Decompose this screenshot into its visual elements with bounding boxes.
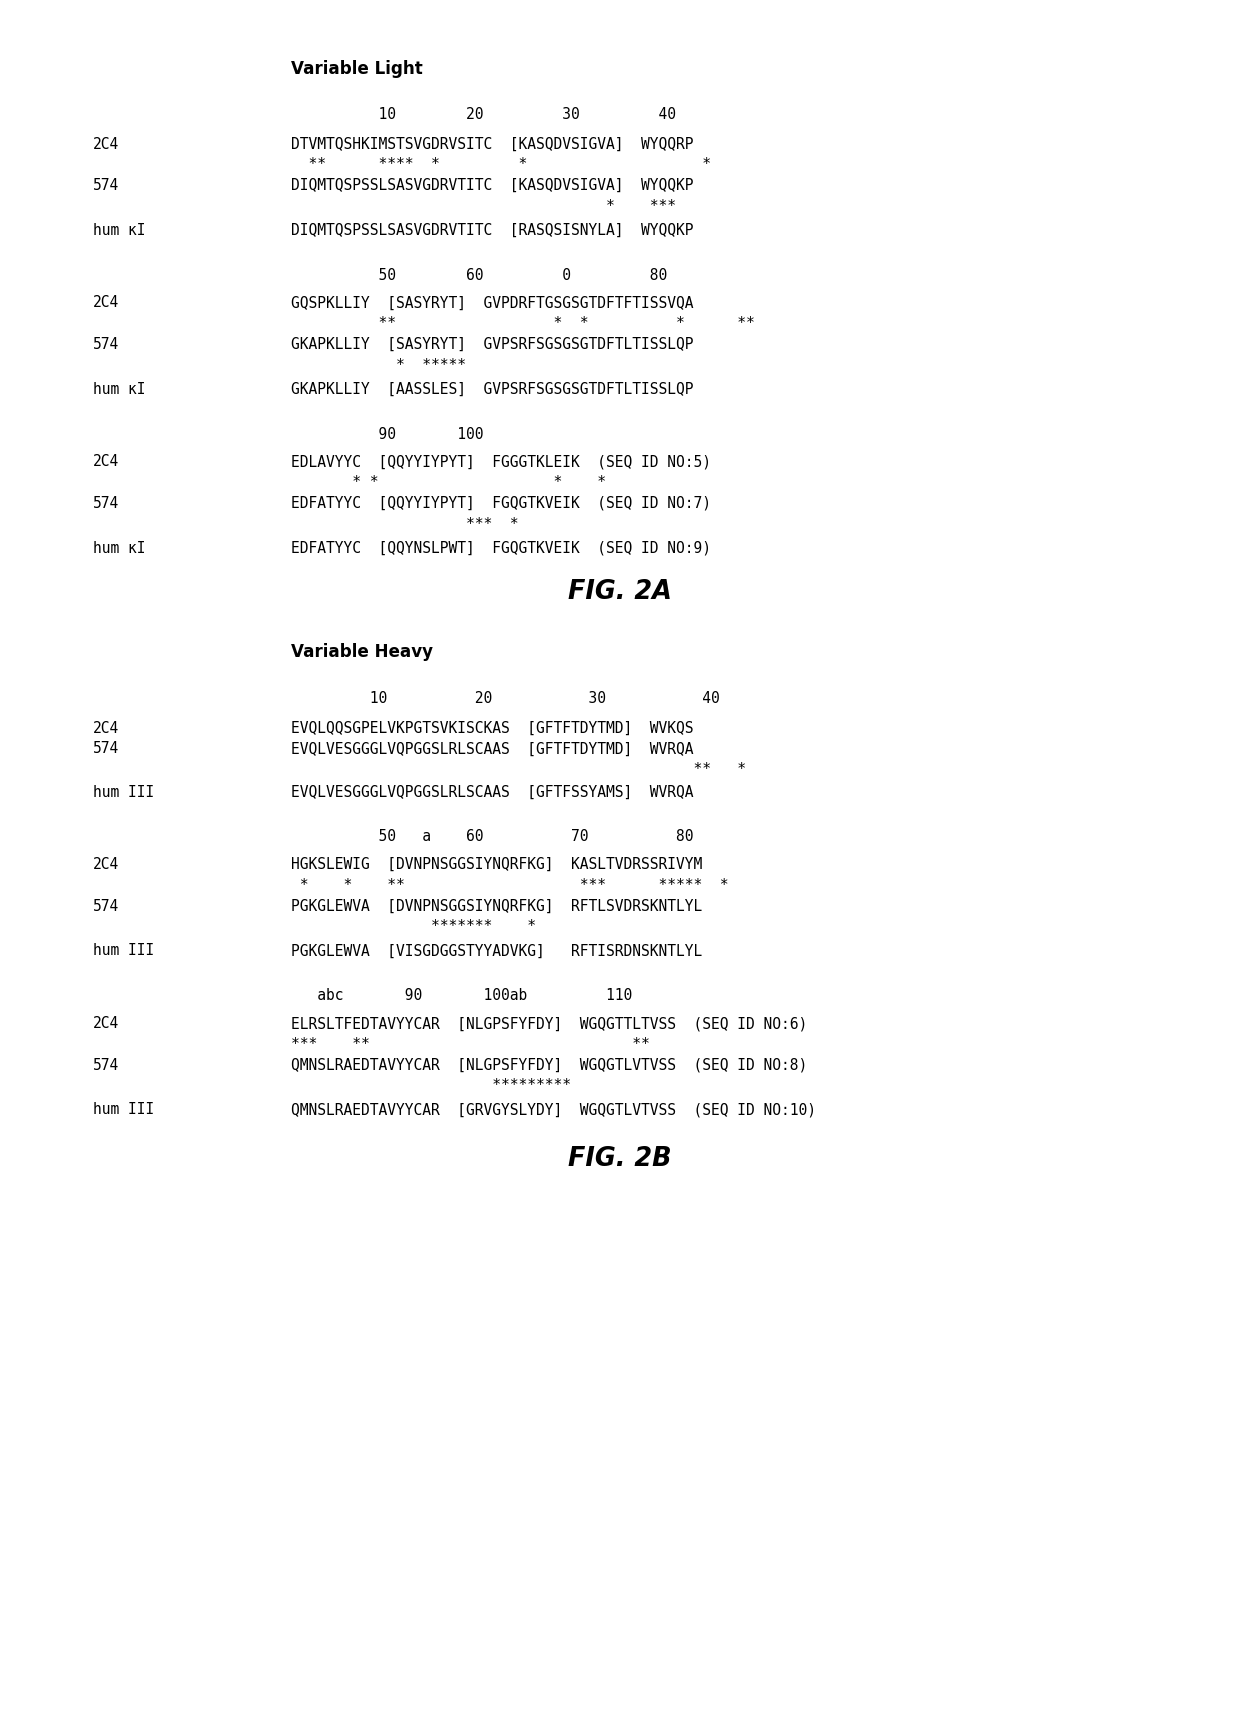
Text: 2C4: 2C4	[93, 1016, 119, 1032]
Text: abc       90       100ab         110: abc 90 100ab 110	[291, 988, 632, 1004]
Text: *    ***: * ***	[291, 199, 676, 214]
Text: *******    *: ******* *	[291, 919, 537, 935]
Text: *  *****: * *****	[291, 358, 466, 373]
Text: EVQLQQSGPELVKPGTSVKISCKAS  [GFTFTDYTMD]  WVKQS: EVQLQQSGPELVKPGTSVKISCKAS [GFTFTDYTMD] W…	[291, 721, 694, 736]
Text: 10        20         30         40: 10 20 30 40	[291, 107, 676, 123]
Text: 2C4: 2C4	[93, 857, 119, 873]
Text: 574: 574	[93, 178, 119, 194]
Text: QMNSLRAEDTAVYYCAR  [GRVGYSLYDY]  WGQGTLVTVSS  (SEQ ID NO:10): QMNSLRAEDTAVYYCAR [GRVGYSLYDY] WGQGTLVTV…	[291, 1102, 816, 1118]
Text: **   *: ** *	[291, 762, 746, 778]
Text: **      ****  *         *                    *: ** **** * * *	[291, 157, 712, 173]
Text: ***  *: *** *	[291, 517, 518, 532]
Text: DTVMTQSHKIMSTSVGDRVSITC  [KASQDVSIGVA]  WYQQRP: DTVMTQSHKIMSTSVGDRVSITC [KASQDVSIGVA] WY…	[291, 137, 694, 152]
Text: GKAPKLLIY  [SASYRYT]  GVPSRFSGSGSGTDFTLTISSLQP: GKAPKLLIY [SASYRYT] GVPSRFSGSGSGTDFTLTIS…	[291, 337, 694, 353]
Text: EVQLVESGGGLVQPGGSLRLSCAAS  [GFTFTDYTMD]  WVRQA: EVQLVESGGGLVQPGGSLRLSCAAS [GFTFTDYTMD] W…	[291, 741, 694, 757]
Text: 50   a    60          70          80: 50 a 60 70 80	[291, 829, 694, 845]
Text: 2C4: 2C4	[93, 137, 119, 152]
Text: QMNSLRAEDTAVYYCAR  [NLGPSFYFDY]  WGQGTLVTVSS  (SEQ ID NO:8): QMNSLRAEDTAVYYCAR [NLGPSFYFDY] WGQGTLVTV…	[291, 1058, 807, 1073]
Text: 2C4: 2C4	[93, 721, 119, 736]
Text: PGKGLEWVA  [DVNPNSGGSIYNQRFKG]  RFTLSVDRSKNTLYL: PGKGLEWVA [DVNPNSGGSIYNQRFKG] RFTLSVDRSK…	[291, 899, 703, 914]
Text: PGKGLEWVA  [VISGDGGSTYYADVKG]   RFTISRDNSKNTLYL: PGKGLEWVA [VISGDGGSTYYADVKG] RFTISRDNSKN…	[291, 943, 703, 959]
Text: FIG. 2A: FIG. 2A	[568, 579, 672, 605]
Text: EDFATYYC  [QQYYIYPYT]  FGQGTKVEIK  (SEQ ID NO:7): EDFATYYC [QQYYIYPYT] FGQGTKVEIK (SEQ ID …	[291, 496, 712, 511]
Text: EDFATYYC  [QQYNSLPWT]  FGQGTKVEIK  (SEQ ID NO:9): EDFATYYC [QQYNSLPWT] FGQGTKVEIK (SEQ ID …	[291, 541, 712, 556]
Text: ***    **                              **: *** ** **	[291, 1037, 650, 1052]
Text: 50        60         0         80: 50 60 0 80	[291, 268, 667, 283]
Text: 90       100: 90 100	[291, 427, 484, 442]
Text: * *                    *    *: * * * *	[291, 475, 606, 491]
Text: DIQMTQSPSSLSASVGDRVTITC  [KASQDVSIGVA]  WYQQKP: DIQMTQSPSSLSASVGDRVTITC [KASQDVSIGVA] WY…	[291, 178, 694, 194]
Text: DIQMTQSPSSLSASVGDRVTITC  [RASQSISNYLA]  WYQQKP: DIQMTQSPSSLSASVGDRVTITC [RASQSISNYLA] WY…	[291, 223, 694, 238]
Text: 2C4: 2C4	[93, 295, 119, 311]
Text: GKAPKLLIY  [AASSLES]  GVPSRFSGSGSGTDFTLTISSLQP: GKAPKLLIY [AASSLES] GVPSRFSGSGSGTDFTLTIS…	[291, 382, 694, 397]
Text: EVQLVESGGGLVQPGGSLRLSCAAS  [GFTFSSYAMS]  WVRQA: EVQLVESGGGLVQPGGSLRLSCAAS [GFTFSSYAMS] W…	[291, 785, 694, 800]
Text: *    *    **                    ***      *****  *: * * ** *** ***** *	[291, 878, 729, 893]
Text: 10          20           30           40: 10 20 30 40	[291, 691, 720, 707]
Text: hum III: hum III	[93, 1102, 154, 1118]
Text: 574: 574	[93, 899, 119, 914]
Text: *********: *********	[291, 1078, 572, 1094]
Text: GQSPKLLIY  [SASYRYT]  GVPDRFTGSGSGTDFTFTISSVQA: GQSPKLLIY [SASYRYT] GVPDRFTGSGSGTDFTFTIS…	[291, 295, 694, 311]
Text: Variable Heavy: Variable Heavy	[291, 643, 434, 660]
Text: hum κI: hum κI	[93, 382, 145, 397]
Text: Variable Light: Variable Light	[291, 60, 423, 78]
Text: 574: 574	[93, 496, 119, 511]
Text: EDLAVYYC  [QQYYIYPYT]  FGGGTKLEIK  (SEQ ID NO:5): EDLAVYYC [QQYYIYPYT] FGGGTKLEIK (SEQ ID …	[291, 454, 712, 470]
Text: 2C4: 2C4	[93, 454, 119, 470]
Text: 574: 574	[93, 741, 119, 757]
Text: hum κI: hum κI	[93, 223, 145, 238]
Text: hum III: hum III	[93, 785, 154, 800]
Text: HGKSLEWIG  [DVNPNSGGSIYNQRFKG]  KASLTVDRSSRIVYM: HGKSLEWIG [DVNPNSGGSIYNQRFKG] KASLTVDRSS…	[291, 857, 703, 873]
Text: FIG. 2B: FIG. 2B	[568, 1146, 672, 1172]
Text: hum III: hum III	[93, 943, 154, 959]
Text: hum κI: hum κI	[93, 541, 145, 556]
Text: ELRSLTFEDTAVYYCAR  [NLGPSFYFDY]  WGQGTTLTVSS  (SEQ ID NO:6): ELRSLTFEDTAVYYCAR [NLGPSFYFDY] WGQGTTLTV…	[291, 1016, 807, 1032]
Text: 574: 574	[93, 337, 119, 353]
Text: **                  *  *          *      **: ** * * * **	[291, 316, 755, 332]
Text: 574: 574	[93, 1058, 119, 1073]
